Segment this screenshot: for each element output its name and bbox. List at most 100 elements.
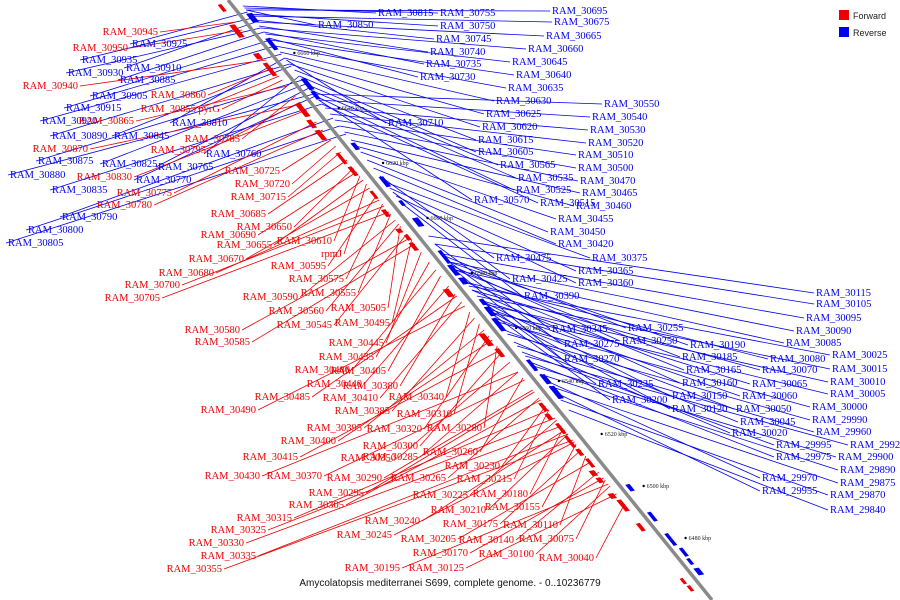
axis-tick-mark bbox=[470, 271, 474, 275]
reverse-gene-glyph bbox=[457, 277, 470, 285]
gene-label: RAM_30150 bbox=[672, 391, 727, 402]
gene-label: RAM_29995 bbox=[776, 440, 831, 451]
connector-line bbox=[345, 399, 541, 506]
gene-label: RAM_30140 bbox=[459, 535, 514, 546]
connector-line bbox=[465, 493, 617, 569]
gene-label: RAM_29975 bbox=[776, 452, 831, 463]
gene-label: RAM_30000 bbox=[812, 402, 867, 413]
reverse-gene-glyph bbox=[686, 557, 695, 566]
gene-label: RAM_30275 bbox=[564, 339, 619, 350]
connector-line bbox=[533, 365, 837, 458]
gene-label: RAM_30500 bbox=[578, 163, 633, 174]
connector-line bbox=[391, 317, 475, 412]
forward-gene-glyph bbox=[564, 435, 577, 448]
gene-label: RAM_30655 bbox=[217, 240, 272, 251]
connector-line bbox=[384, 181, 591, 259]
reverse-gene-glyph bbox=[478, 298, 488, 306]
gene-label: RAM_30570 bbox=[474, 195, 529, 206]
reverse-gene-glyph bbox=[646, 511, 658, 522]
connector-line bbox=[468, 285, 831, 356]
gene-label: RAM_30730 bbox=[420, 72, 475, 83]
connector-line bbox=[391, 239, 412, 324]
axis-tick-label: 6520 kbp bbox=[605, 432, 628, 438]
gene-label: RAM_30645 bbox=[512, 57, 567, 68]
gene-label: RAM_30785 bbox=[185, 134, 240, 145]
gene-label: RAM_30660 bbox=[528, 44, 583, 55]
connector-line bbox=[486, 307, 741, 397]
gene-label: RAM_30510 bbox=[578, 150, 633, 161]
reverse-gene-glyph bbox=[525, 359, 539, 372]
gene-label: RAM_30830 bbox=[77, 172, 132, 183]
axis-tick-label: 6620 kbp bbox=[386, 161, 409, 167]
connector-line bbox=[318, 99, 591, 118]
connector-line bbox=[339, 125, 577, 169]
connector-line bbox=[207, 67, 274, 96]
gene-label: RAM_30930 bbox=[68, 68, 123, 79]
gene-label: RAM_30865 bbox=[79, 116, 134, 127]
axis-tick-mark bbox=[642, 484, 645, 488]
connector-line bbox=[393, 441, 575, 536]
legend-forward-label: Forward bbox=[853, 11, 886, 21]
forward-gene-glyph bbox=[584, 458, 596, 468]
gene-label: RAM_30155 bbox=[485, 502, 540, 513]
connector-line bbox=[419, 371, 519, 458]
forward-gene-glyph bbox=[538, 402, 549, 412]
genome-axis-line bbox=[226, 0, 714, 600]
connector-line bbox=[471, 289, 761, 371]
gene-label: RAM_30695 bbox=[552, 6, 607, 17]
gene-label: RAM_30100 bbox=[479, 549, 534, 560]
connector-line bbox=[549, 385, 839, 484]
connector-line bbox=[387, 225, 401, 309]
gene-label: RAM_30515 bbox=[540, 198, 595, 209]
reverse-gene-glyph bbox=[265, 37, 279, 51]
gene-label: RAM_30940 bbox=[23, 81, 78, 92]
connector-line bbox=[5, 133, 347, 244]
connector-line bbox=[445, 311, 471, 398]
gene-label: RAM_30350 bbox=[341, 453, 396, 464]
gene-label: RAM_29900 bbox=[838, 452, 893, 463]
connector-line bbox=[293, 409, 549, 519]
reverse-gene-glyph bbox=[539, 373, 553, 385]
connector-line bbox=[365, 391, 535, 494]
gene-label: RAM_30795 bbox=[151, 145, 206, 156]
connector-line bbox=[494, 317, 735, 410]
forward-gene-glyph bbox=[679, 577, 688, 585]
gene-label: RAM_30870 bbox=[33, 144, 88, 155]
connector-line bbox=[535, 485, 611, 555]
gene-label: RAM_30045 bbox=[740, 417, 795, 428]
gene-label: RAM_30065 bbox=[752, 379, 807, 390]
connector-line bbox=[554, 391, 761, 492]
gene-label: RAM_30615 bbox=[478, 135, 533, 146]
reverse-gene-glyph bbox=[398, 199, 406, 207]
connector-line bbox=[560, 399, 829, 496]
gene-label: RAM_30470 bbox=[580, 176, 635, 187]
reverse-gene-glyph bbox=[664, 532, 678, 546]
legend-reverse-label: Reverse bbox=[853, 28, 887, 38]
gene-label: RAM_30325 bbox=[211, 525, 266, 536]
gene-label: RAM_30935 bbox=[82, 55, 137, 66]
axis-tick-label: 6640 kbp bbox=[342, 106, 365, 112]
connector-line bbox=[161, 211, 390, 299]
legend: Forward Reverse bbox=[839, 10, 887, 38]
connector-line bbox=[261, 371, 519, 477]
gene-label: RAM_30125 bbox=[409, 563, 464, 574]
reverse-gene-glyph bbox=[548, 385, 565, 400]
connector-line bbox=[455, 269, 785, 344]
connector-line bbox=[245, 187, 370, 260]
gene-label: RAM_30770 bbox=[136, 175, 191, 186]
forward-gene-glyph bbox=[595, 477, 605, 484]
connector-line bbox=[315, 95, 515, 191]
connector-line bbox=[299, 75, 477, 153]
connector-line bbox=[245, 425, 562, 544]
gene-label: RAM_30395 bbox=[307, 423, 362, 434]
axis-tick-mark bbox=[293, 51, 296, 55]
gene-label: RAM_30215 bbox=[457, 474, 512, 485]
connector-line bbox=[35, 79, 303, 162]
gene-label: RAM_30180 bbox=[473, 489, 528, 500]
gene-label: RAM_30060 bbox=[742, 391, 797, 402]
connector-line bbox=[539, 373, 839, 471]
connector-line bbox=[497, 321, 811, 408]
axis-tick-mark bbox=[426, 216, 429, 220]
forward-gene-glyph bbox=[217, 4, 227, 12]
gene-label: RAM_30015 bbox=[832, 364, 887, 375]
